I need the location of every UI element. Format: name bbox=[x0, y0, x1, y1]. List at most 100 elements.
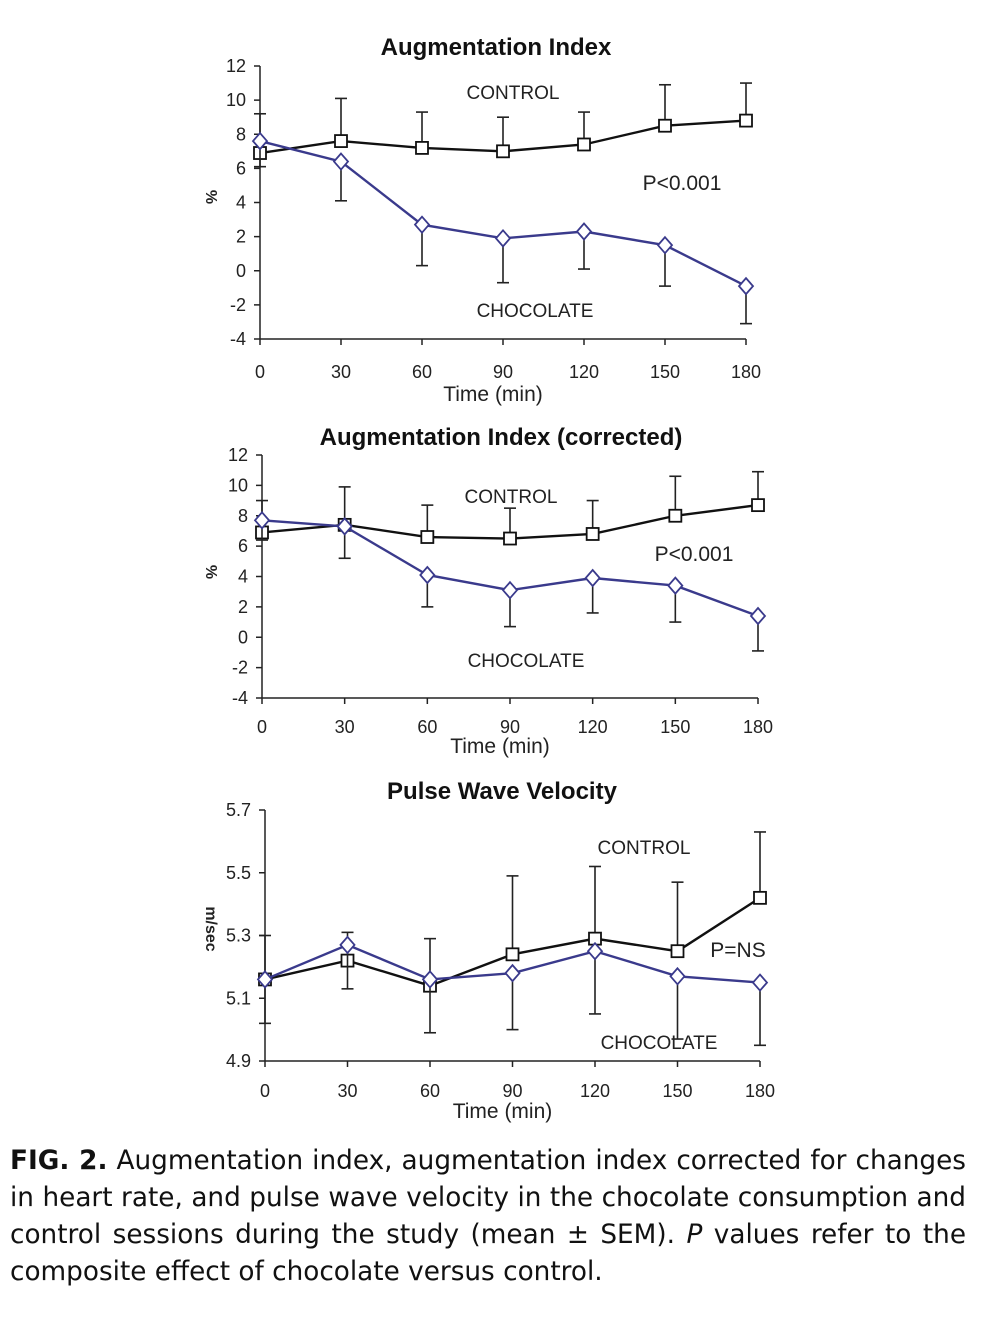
chocolate-point bbox=[332, 152, 350, 171]
x-tick-label: 0 bbox=[255, 362, 265, 382]
x-tick-label: 120 bbox=[578, 717, 608, 737]
y-tick-label: 2 bbox=[238, 597, 248, 617]
chocolate-point bbox=[421, 970, 439, 989]
control-point bbox=[585, 527, 600, 541]
y-axis-label: m/sec bbox=[202, 906, 219, 951]
control-point bbox=[505, 947, 520, 962]
chocolate-point bbox=[656, 235, 674, 255]
figure-caption: FIG. 2. Augmentation index, augmentation… bbox=[10, 1143, 966, 1291]
x-tick-label: 150 bbox=[660, 717, 690, 737]
series-chocolate bbox=[251, 131, 755, 325]
x-tick-label: 60 bbox=[412, 362, 432, 382]
control-point bbox=[751, 498, 765, 513]
y-tick-label: 6 bbox=[238, 536, 248, 556]
chocolate-point bbox=[667, 576, 684, 595]
chocolate-point bbox=[413, 215, 431, 235]
x-tick-label: 60 bbox=[417, 717, 437, 737]
y-tick-label: -4 bbox=[232, 688, 248, 708]
x-tick-label: 60 bbox=[420, 1081, 440, 1101]
control-point bbox=[496, 144, 510, 159]
x-tick-label: 150 bbox=[662, 1081, 692, 1101]
x-axis-label: Time (min) bbox=[453, 1100, 553, 1123]
x-tick-label: 120 bbox=[569, 362, 599, 382]
y-tick-label: 2 bbox=[236, 227, 246, 247]
chart-2: Augmentation Index (corrected)121086420-… bbox=[202, 424, 773, 758]
y-tick-label: 4 bbox=[236, 193, 246, 213]
x-tick-label: 30 bbox=[331, 362, 351, 382]
x-axis-label: Time (min) bbox=[450, 735, 550, 758]
chocolate-point bbox=[336, 517, 353, 536]
chart-title: Augmentation Index bbox=[381, 34, 612, 61]
control-series-label: CONTROL bbox=[598, 838, 691, 859]
x-tick-label: 150 bbox=[650, 362, 680, 382]
control-point bbox=[577, 137, 591, 152]
chocolate-series-label: CHOCOLATE bbox=[477, 301, 594, 322]
x-tick-label: 120 bbox=[580, 1081, 610, 1101]
y-tick-label: 10 bbox=[226, 90, 246, 110]
y-tick-label: 5.3 bbox=[226, 926, 251, 946]
series-chocolate bbox=[256, 935, 769, 1047]
chocolate-point bbox=[419, 565, 436, 585]
p-value-label: P<0.001 bbox=[655, 543, 734, 566]
y-tick-label: 12 bbox=[226, 56, 246, 76]
chart-3: Pulse Wave Velocity 5.7 5.5 5.3 5.1 4.9 0 30 60 9… bbox=[202, 778, 775, 1123]
x-tick-label: 180 bbox=[745, 1081, 775, 1101]
y-tick-label: -2 bbox=[232, 658, 248, 678]
x-tick-label: 30 bbox=[335, 717, 355, 737]
control-point bbox=[334, 134, 348, 148]
chocolate-point bbox=[339, 935, 356, 955]
x-tick-label: 180 bbox=[731, 362, 761, 382]
p-value-label: P=NS bbox=[710, 939, 765, 962]
caption-text-end: values refer to the composite effect of … bbox=[10, 1220, 966, 1287]
x-tick-label: 90 bbox=[500, 717, 520, 737]
control-series-label: CONTROL bbox=[465, 487, 558, 508]
y-tick-label: 5.1 bbox=[226, 988, 251, 1008]
caption-label: FIG. 2. bbox=[10, 1146, 108, 1176]
chocolate-point bbox=[251, 131, 269, 151]
y-tick-label: 6 bbox=[236, 158, 246, 178]
x-axis-label: Time (min) bbox=[443, 383, 543, 406]
caption-text: Augmentation index, augmentation index c… bbox=[10, 1146, 967, 1250]
y-axis-label: % bbox=[202, 565, 219, 579]
control-point bbox=[503, 531, 517, 546]
x-tick-label: 30 bbox=[337, 1081, 357, 1101]
y-tick-label: 8 bbox=[238, 506, 248, 526]
control-series-label: CONTROL bbox=[467, 83, 560, 104]
y-tick-label: -2 bbox=[230, 295, 246, 315]
y-tick-label: 5.5 bbox=[226, 863, 251, 883]
y-tick-label: 0 bbox=[238, 627, 248, 647]
chocolate-point bbox=[669, 966, 686, 986]
x-tick-label: 90 bbox=[493, 362, 513, 382]
control-point bbox=[415, 140, 429, 155]
y-tick-label: 10 bbox=[228, 475, 248, 495]
y-axis-label: % bbox=[202, 190, 219, 204]
chocolate-point bbox=[504, 963, 521, 983]
chocolate-point bbox=[737, 276, 755, 296]
chocolate-series-label: CHOCOLATE bbox=[468, 651, 585, 672]
x-tick-label: 90 bbox=[502, 1081, 522, 1101]
control-point bbox=[668, 508, 683, 523]
x-tick-label: 0 bbox=[260, 1081, 270, 1101]
x-tick-label: 180 bbox=[743, 717, 773, 737]
chart-title: Pulse Wave Velocity bbox=[387, 778, 618, 805]
y-tick-label: 5.7 bbox=[226, 800, 251, 820]
chocolate-point bbox=[575, 222, 593, 241]
control-point bbox=[420, 530, 435, 544]
chocolate-point bbox=[584, 568, 601, 588]
chocolate-series-label: CHOCOLATE bbox=[601, 1033, 718, 1054]
chocolate-point bbox=[751, 973, 769, 992]
caption-italic-p: P bbox=[686, 1220, 703, 1250]
series-chocolate bbox=[253, 510, 767, 652]
chocolate-point bbox=[253, 510, 271, 530]
x-tick-label: 0 bbox=[257, 717, 267, 737]
chocolate-point bbox=[749, 606, 767, 626]
control-point bbox=[670, 944, 685, 959]
control-point bbox=[753, 890, 767, 905]
y-tick-label: 8 bbox=[236, 124, 246, 144]
chocolate-point bbox=[494, 228, 512, 248]
y-tick-label: 4.9 bbox=[226, 1051, 251, 1071]
chocolate-point bbox=[501, 580, 519, 600]
y-tick-label: 0 bbox=[236, 261, 246, 281]
chocolate-point bbox=[256, 970, 274, 989]
y-tick-label: 12 bbox=[228, 445, 248, 465]
